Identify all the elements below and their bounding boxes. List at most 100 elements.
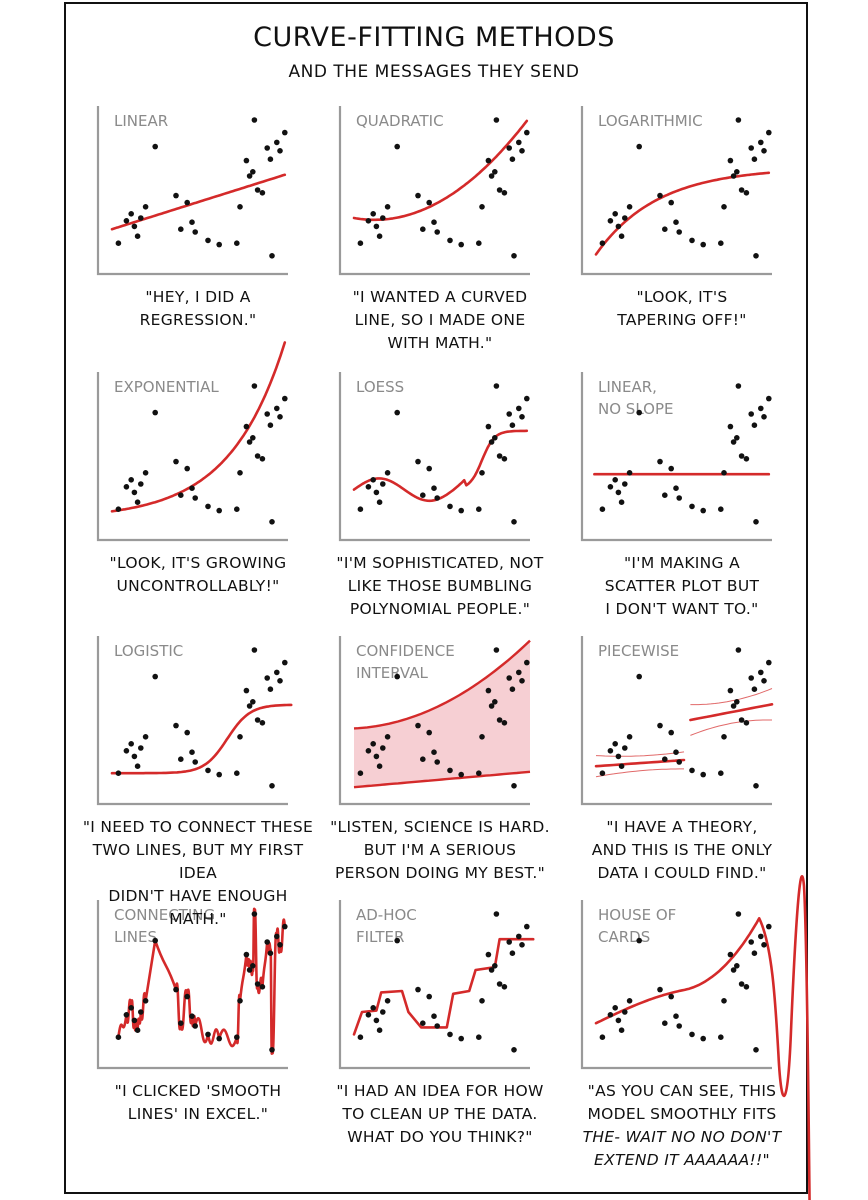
data-point: [131, 223, 138, 230]
data-point: [234, 1034, 240, 1040]
data-point: [734, 699, 740, 705]
data-point: [657, 458, 663, 465]
data-point: [178, 492, 184, 499]
data-point: [668, 729, 674, 736]
data-point: [673, 219, 679, 225]
data-point: [184, 729, 190, 736]
data-point: [689, 237, 695, 244]
data-point: [492, 435, 498, 441]
data-point: [618, 233, 625, 239]
data-point: [431, 485, 437, 492]
data-point: [599, 240, 606, 246]
data-point: [743, 190, 750, 196]
data-point: [519, 414, 525, 420]
data-point: [243, 687, 250, 694]
data-point: [458, 771, 465, 778]
data-point: [173, 986, 179, 993]
caption-line: LIKE THOSE BUMBLING: [347, 577, 533, 595]
panel-confidence-interval: CONFIDENCE INTERVAL: [338, 636, 531, 806]
data-point: [415, 986, 421, 993]
data-point: [415, 722, 421, 729]
data-point: [267, 422, 274, 429]
data-point: [254, 453, 261, 459]
data-point: [246, 967, 253, 973]
data-point: [735, 647, 742, 653]
data-point: [264, 145, 271, 151]
caption-quadratic: "I WANTED A CURVED LINE, SO I MADE ONE WIT…: [320, 286, 560, 355]
data-point: [599, 770, 606, 776]
data-point: [152, 673, 158, 680]
fit-line: [594, 875, 811, 1200]
panel-label: CARDS: [598, 928, 650, 946]
data-point: [431, 1013, 437, 1019]
data-point: [370, 477, 377, 483]
caption-line: "I CLICKED 'SMOOTH: [114, 1082, 282, 1100]
data-point: [269, 1047, 275, 1053]
data-point: [205, 237, 211, 244]
data-point: [758, 669, 764, 676]
data-point: [237, 734, 243, 740]
error-band-line: [595, 751, 685, 757]
data-point: [192, 229, 198, 235]
caption-confidence-interval: "LISTEN, SCIENCE IS HARD. BUT I'M A SERIO…: [320, 816, 560, 885]
data-point: [516, 933, 522, 940]
data-point: [458, 241, 465, 248]
caption-line: "HEY, I DID A: [145, 288, 251, 306]
data-point: [259, 190, 266, 196]
data-point: [689, 503, 695, 510]
data-point: [673, 749, 679, 755]
data-point: [735, 383, 742, 389]
panel-axes: [580, 106, 772, 276]
data-point: [254, 981, 261, 987]
data-point: [138, 1009, 144, 1015]
panel-label: CONNECTING: [114, 906, 215, 924]
data-point: [618, 763, 625, 769]
data-point: [727, 951, 734, 958]
caption-piecewise: "I HAVE A THEORY, AND THIS IS THE ONLY DAT…: [562, 816, 802, 885]
caption-line: POLYNOMIAL PEOPLE.": [349, 600, 531, 618]
data-point: [277, 148, 283, 154]
data-point: [115, 506, 122, 512]
data-point: [612, 477, 618, 483]
upper-bound-line: [353, 639, 531, 730]
data-point: [254, 717, 261, 723]
data-point: [615, 1017, 622, 1024]
data-point: [251, 911, 258, 917]
data-point: [479, 998, 485, 1004]
panel-axes: [96, 106, 288, 276]
data-point: [607, 484, 614, 490]
panel-axes: [338, 372, 530, 542]
fit-line: [352, 119, 529, 222]
data-point: [735, 911, 742, 917]
data-point: [384, 734, 391, 740]
panel-axes: [338, 106, 530, 276]
caption-linear: "HEY, I DID A REGRESSION.": [78, 286, 318, 332]
error-band-line: [595, 768, 684, 778]
data-point: [721, 734, 727, 740]
data-point: [479, 470, 485, 476]
data-point: [274, 139, 280, 146]
data-point: [758, 405, 764, 412]
panel-axes: [580, 372, 772, 542]
panel-label: HOUSE OF: [598, 906, 676, 924]
comic-title: CURVE-FITTING METHODS: [253, 22, 615, 53]
data-point: [189, 219, 195, 225]
data-point: [447, 237, 453, 244]
panel-label: LINES: [114, 928, 157, 946]
data-point: [743, 720, 750, 726]
data-point: [493, 647, 500, 653]
data-point: [216, 241, 222, 248]
caption-line: TAPERING OFF!": [617, 311, 747, 329]
data-point: [131, 489, 138, 496]
data-point: [599, 506, 606, 512]
data-point: [142, 734, 149, 740]
data-point: [246, 173, 253, 179]
data-point: [254, 187, 261, 193]
data-point: [673, 1013, 679, 1019]
lower-bound-line: [353, 770, 531, 789]
data-point: [758, 139, 764, 146]
data-point: [394, 409, 401, 416]
data-point: [496, 453, 503, 459]
data-point: [384, 470, 391, 476]
data-point: [506, 939, 512, 945]
